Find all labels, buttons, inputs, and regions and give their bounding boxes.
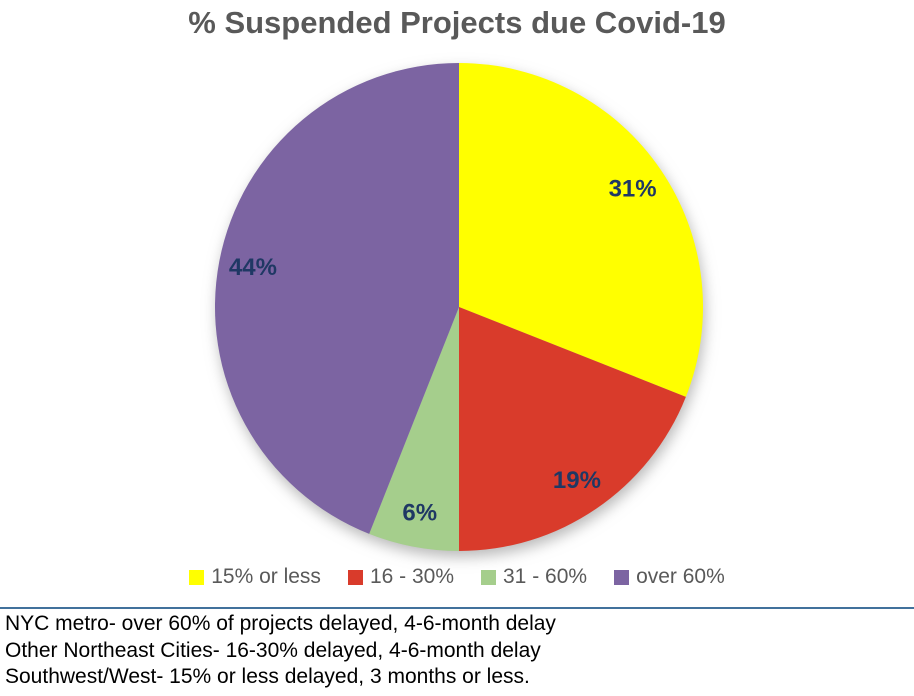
legend-item-0: 15% or less — [189, 565, 321, 589]
pie-slice-1 — [459, 307, 686, 551]
legend-item-1: 16 - 30% — [347, 565, 454, 589]
note-line-northeast: Other Northeast Cities- 16-30% delayed, … — [5, 638, 541, 662]
legend-swatch-icon — [481, 569, 496, 585]
legend-label: 15% or less — [211, 565, 321, 588]
pie-slice-label-2: 6% — [402, 500, 437, 527]
pie-slice-0 — [459, 63, 704, 397]
legend-swatch-icon — [189, 569, 205, 585]
legend-item-3: over 60% — [614, 565, 725, 589]
legend-label: 16 - 30% — [369, 565, 454, 588]
note-line-southwest-west: Southwest/West- 15% or less delayed, 3 m… — [5, 665, 530, 688]
pie-slice-2 — [369, 307, 459, 551]
legend-swatch-icon — [614, 569, 630, 585]
legend-swatch-icon — [347, 569, 363, 585]
divider-line — [0, 607, 914, 609]
pie-slice-label-3: 44% — [229, 254, 277, 281]
chart-notes: NYC metro- over 60% of projects delayed,… — [5, 611, 909, 691]
legend-label: over 60% — [636, 565, 725, 588]
pie-slice-label-1: 19% — [553, 467, 601, 494]
chart-title: % Suspended Projects due Covid-19 — [188, 5, 726, 40]
legend-label: 31 - 60% — [503, 565, 588, 588]
note-line-nyc-metro: NYC metro- over 60% of projects delayed,… — [5, 612, 556, 635]
pie-chart: 31% 19% 6% 44% — [214, 63, 704, 551]
pie-slice-3 — [214, 63, 459, 534]
chart-legend: 15% or less 16 - 30% 31 - 60% over 60% — [0, 565, 914, 589]
legend-item-2: 31 - 60% — [481, 565, 587, 589]
pie-slice-label-0: 31% — [609, 176, 657, 203]
